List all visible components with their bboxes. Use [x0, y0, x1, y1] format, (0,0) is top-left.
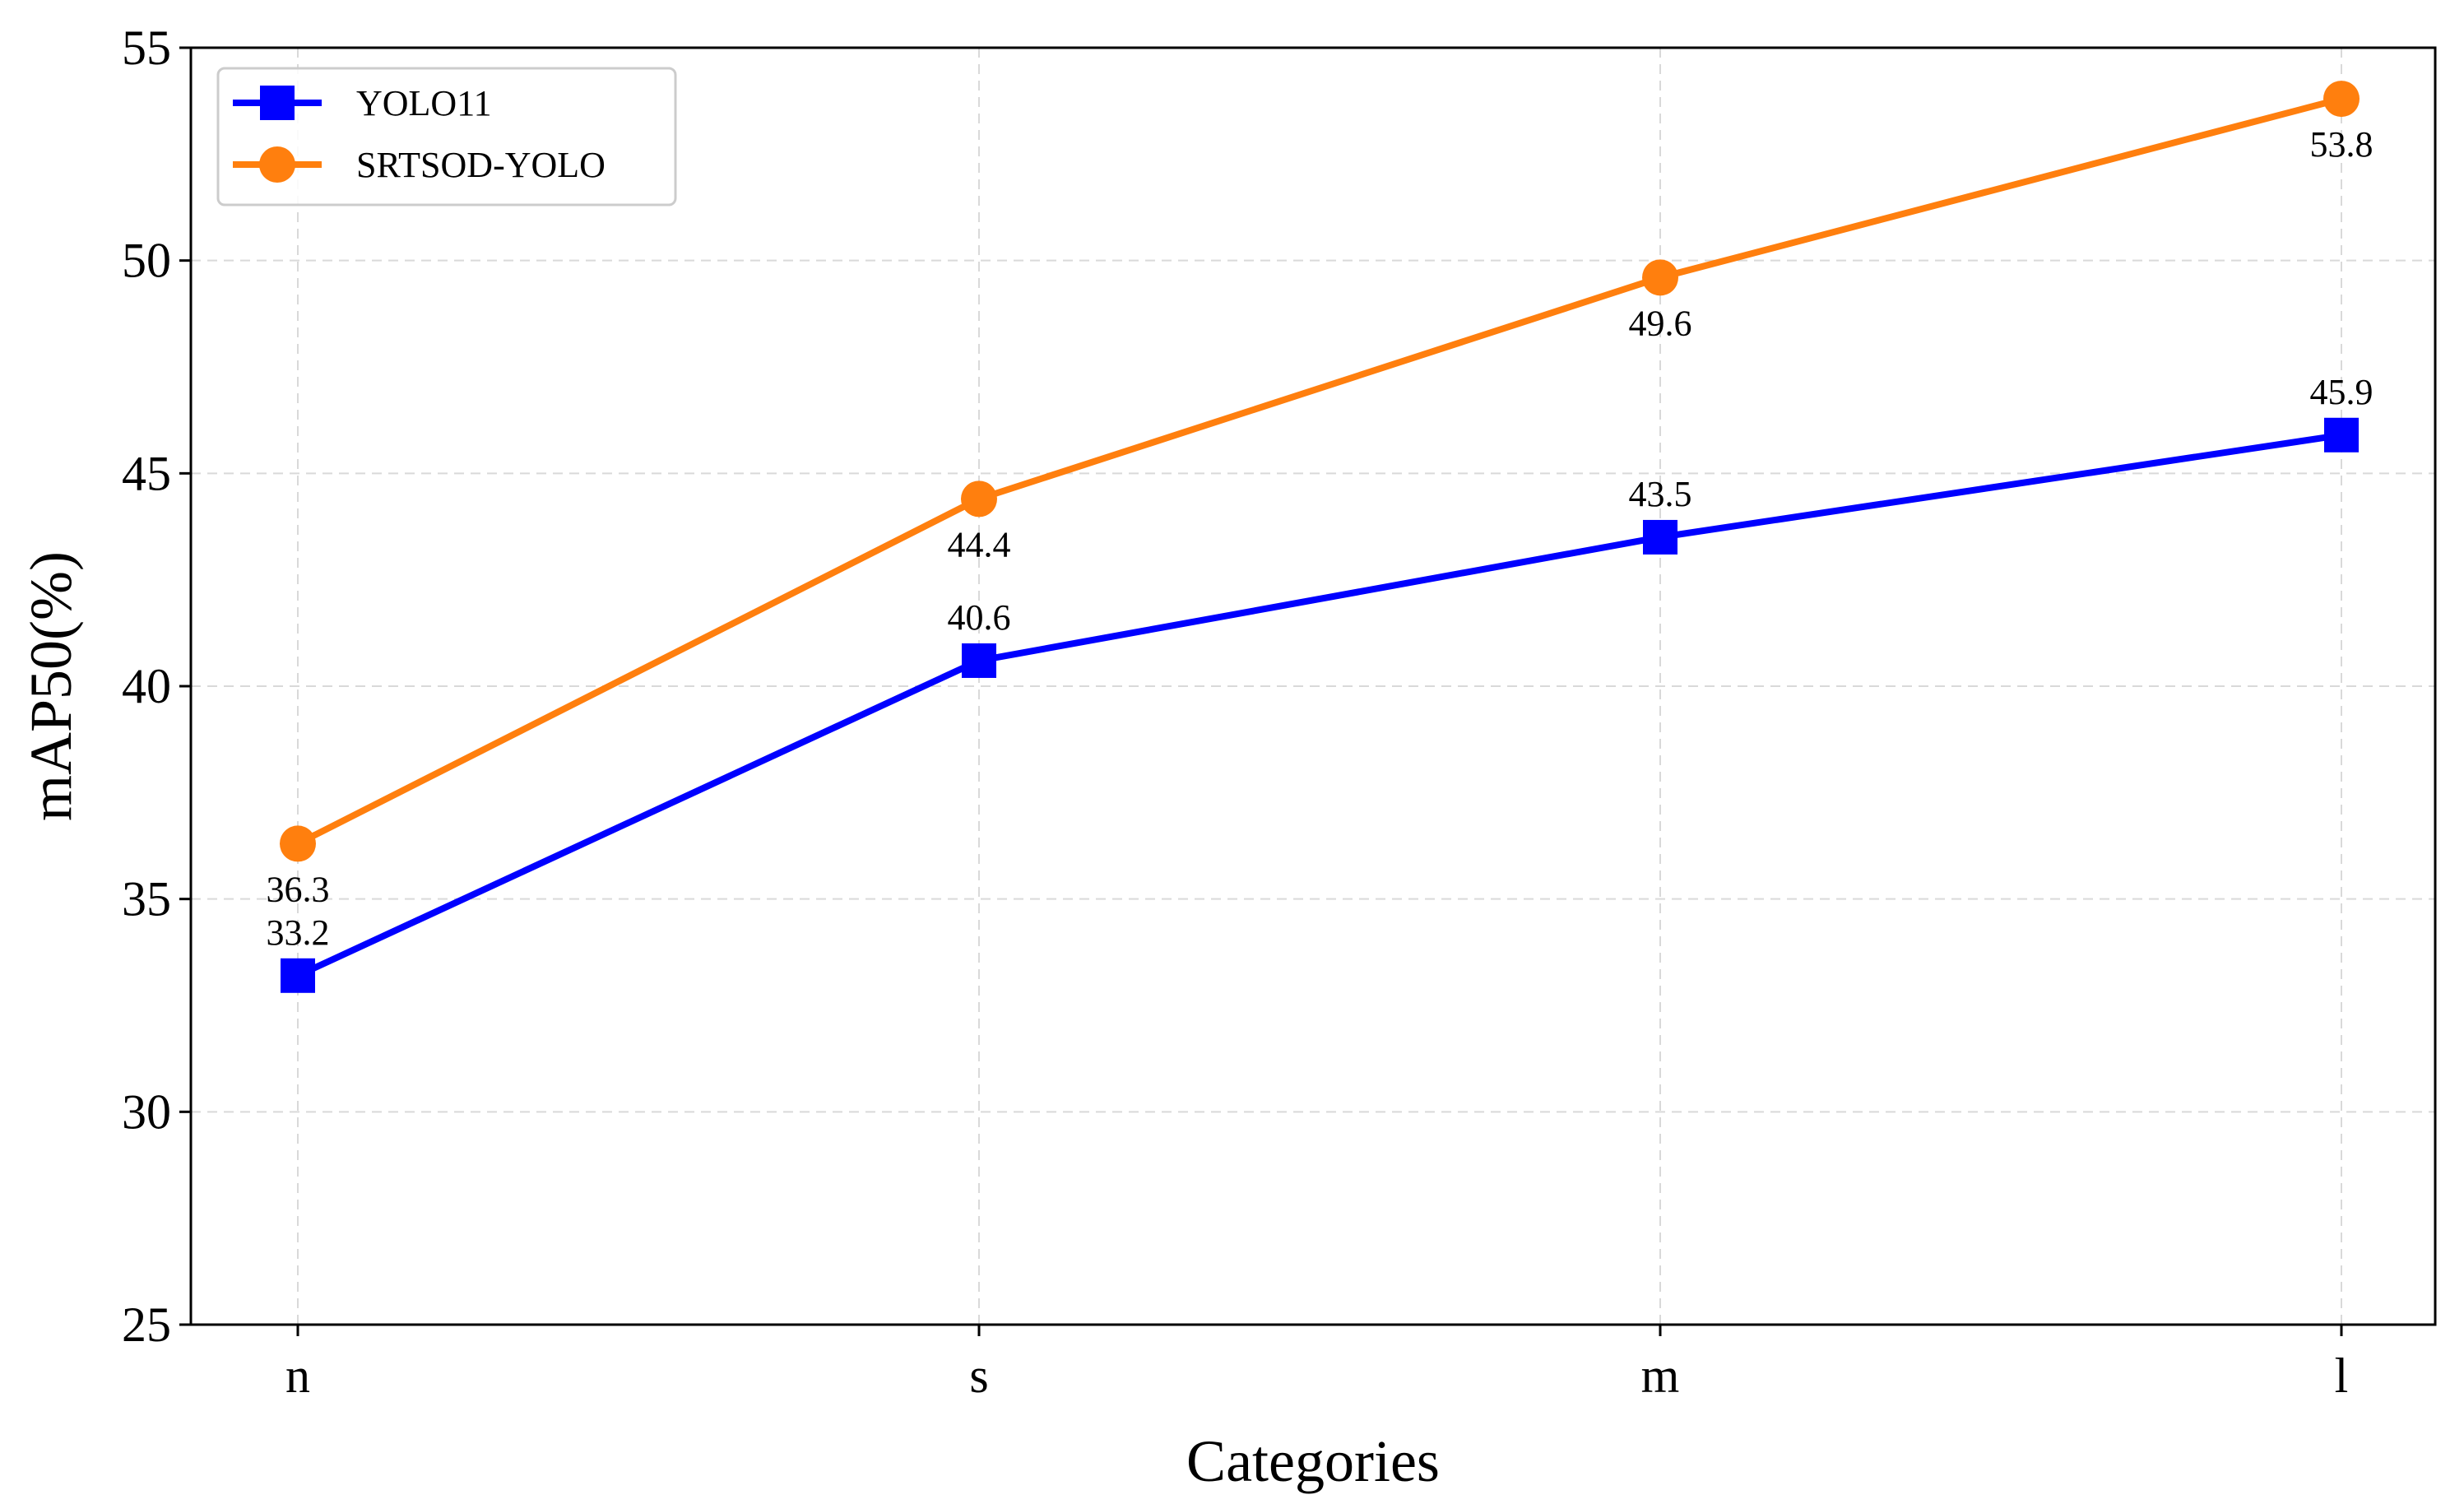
- data-point: [1643, 519, 1677, 555]
- x-tick-label: l: [2335, 1348, 2349, 1403]
- legend-label: YOLO11: [356, 83, 492, 123]
- data-label: 33.2: [267, 912, 330, 953]
- data-label: 44.4: [948, 524, 1011, 564]
- legend-frame: [216, 67, 677, 207]
- data-label: 36.3: [267, 869, 330, 909]
- data-label: 53.8: [2310, 124, 2374, 165]
- y-tick-label: 55: [122, 21, 171, 75]
- series-line: [296, 431, 2342, 979]
- data-point: [962, 643, 996, 678]
- legend-label: SRTSOD-YOLO: [356, 145, 606, 185]
- legend: YOLO11 SRTSOD-YOLO: [216, 67, 677, 207]
- series-group: [280, 81, 2360, 993]
- x-axis-title: Categories: [1186, 1428, 1440, 1494]
- data-labels: 33.2 40.6 43.5 45.9 36.3 44.4 49.6 53.8: [267, 124, 2374, 953]
- legend-marker: [260, 86, 295, 120]
- legend-items: YOLO11 SRTSOD-YOLO: [233, 83, 606, 185]
- y-tick-label: 40: [122, 659, 171, 713]
- y-axis-title: mAP50(%): [18, 551, 84, 821]
- x-tick-label: s: [969, 1348, 988, 1403]
- x-tick-label: m: [1641, 1348, 1680, 1403]
- data-label: 49.6: [1629, 303, 1692, 343]
- x-tick-label: n: [285, 1348, 310, 1403]
- y-tick-label: 45: [122, 446, 171, 500]
- y-tick-label: 50: [122, 234, 171, 288]
- data-label: 40.6: [948, 597, 1011, 638]
- data-point: [2323, 81, 2360, 118]
- data-point: [280, 825, 316, 862]
- data-point: [1642, 259, 1678, 296]
- y-tick-label: 25: [122, 1297, 171, 1352]
- data-point: [2324, 417, 2359, 453]
- data-point: [281, 958, 315, 993]
- series-line: [296, 95, 2343, 847]
- data-label: 45.9: [2310, 372, 2374, 412]
- y-tick-label: 35: [122, 872, 171, 926]
- legend-marker: [259, 146, 295, 183]
- data-label: 43.5: [1629, 474, 1692, 514]
- data-point: [961, 480, 997, 518]
- y-tick-label: 30: [122, 1084, 171, 1139]
- y-axis-ticks: 25 30 35 40 45 50 55: [122, 21, 191, 1352]
